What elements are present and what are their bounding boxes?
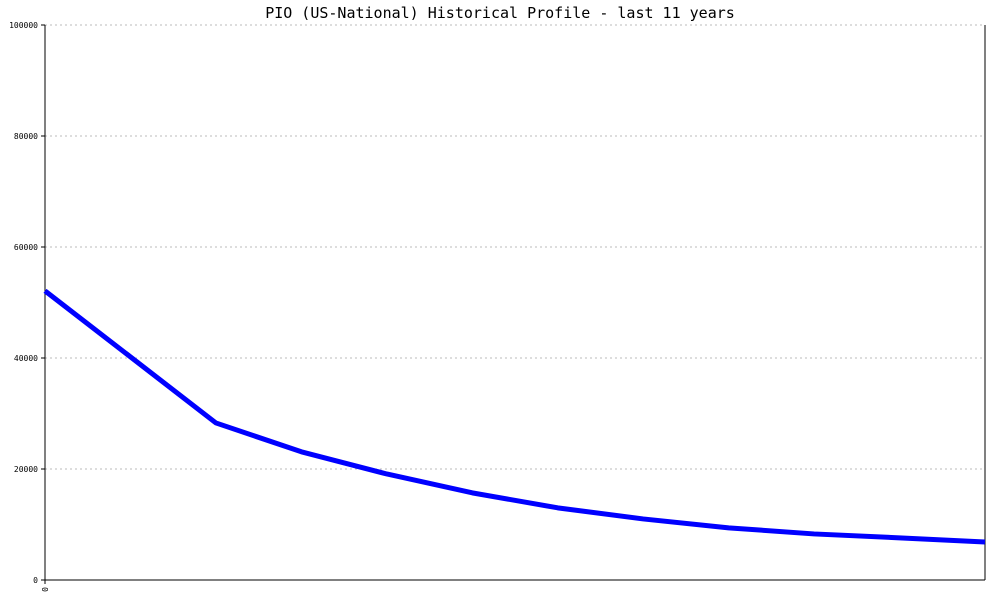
series-line [43,288,986,545]
x-axis: 0 [41,580,50,592]
y-axis: 0 20000 40000 60000 80000 100000 [9,21,45,585]
y-tick-label: 40000 [14,354,38,363]
x-tick-label: 0 [41,587,50,592]
y-tick-label: 20000 [14,465,38,474]
chart-title: PIO (US-National) Historical Profile - l… [265,4,735,22]
y-tick-label: 100000 [9,21,38,30]
y-tick-label: 80000 [14,132,38,141]
y-tick-label: 0 [33,576,38,585]
grid [45,24,985,470]
y-tick-label: 60000 [14,243,38,252]
series-group [43,288,986,545]
